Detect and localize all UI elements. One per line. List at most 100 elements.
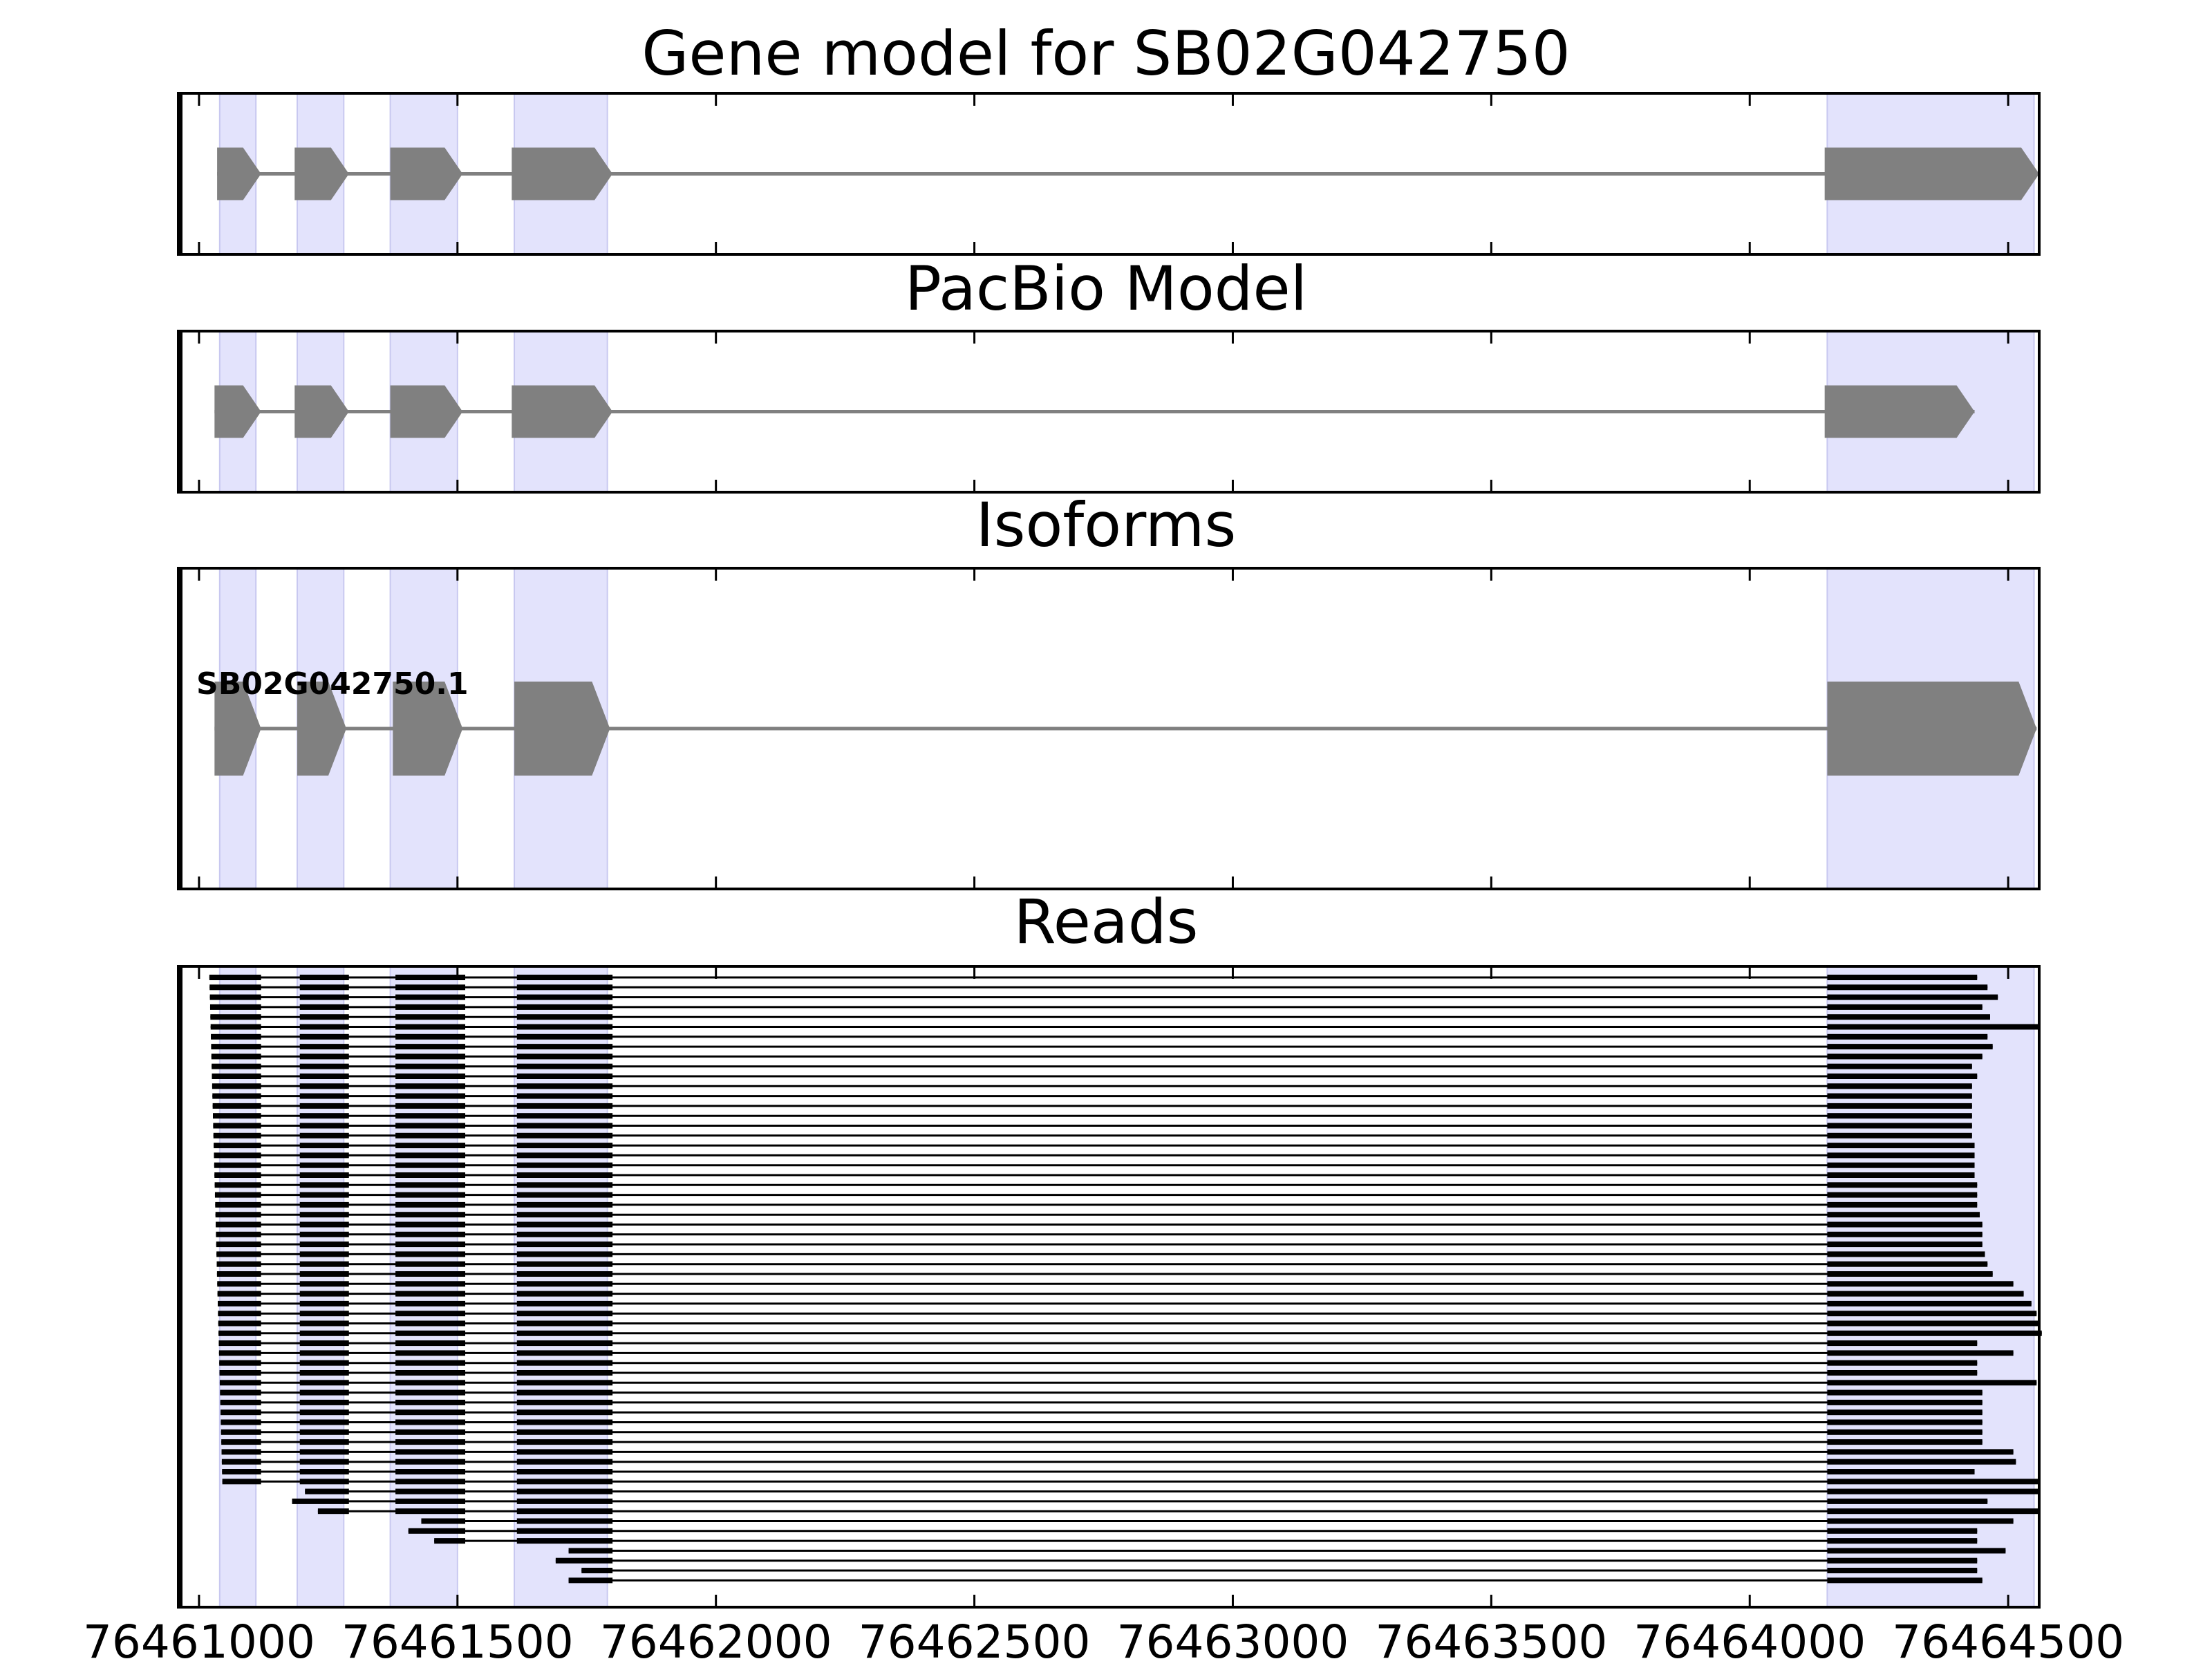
exon-arrow xyxy=(390,385,463,438)
read-exon xyxy=(1827,1557,1978,1564)
read-exon xyxy=(1827,994,1998,1000)
read-exon xyxy=(299,1449,349,1455)
read-exon xyxy=(395,1172,466,1178)
read-exon xyxy=(299,1459,349,1465)
read-row xyxy=(292,1498,1988,1504)
read-exon xyxy=(299,1143,349,1149)
read-row xyxy=(212,1074,1978,1079)
read-exon xyxy=(209,975,261,980)
read-exon xyxy=(1827,1380,2037,1386)
read-exon xyxy=(1827,1162,1975,1168)
read-row xyxy=(216,1271,1993,1277)
exon-arrow xyxy=(1824,385,1975,438)
read-exon xyxy=(395,1429,466,1435)
read-exon xyxy=(216,1251,261,1257)
read-exon xyxy=(516,1311,613,1317)
read-row xyxy=(222,1479,2039,1485)
read-exon xyxy=(1827,1429,1983,1435)
read-exon xyxy=(305,1488,349,1494)
read-row xyxy=(218,1320,2039,1327)
read-exon xyxy=(1827,1143,1975,1149)
read-exon xyxy=(516,1103,613,1109)
exon-arrow xyxy=(514,682,610,776)
read-exon xyxy=(516,1192,613,1198)
read-exon xyxy=(1827,1419,1983,1425)
read-row xyxy=(221,1459,2016,1465)
read-exon xyxy=(516,1488,613,1494)
read-exon xyxy=(299,1311,349,1317)
read-exon xyxy=(215,1212,261,1218)
read-exon xyxy=(1827,1300,2032,1306)
read-exon xyxy=(220,1389,261,1396)
read-exon xyxy=(516,1014,613,1020)
read-exon xyxy=(218,1350,261,1356)
read-exon xyxy=(395,1231,466,1237)
read-exon xyxy=(1827,1083,1972,1089)
read-row xyxy=(216,1261,1988,1267)
read-row xyxy=(219,1380,2037,1386)
read-row xyxy=(212,1063,1972,1069)
read-exon xyxy=(299,1132,349,1138)
read-exon xyxy=(395,1063,466,1069)
read-exon xyxy=(1827,1024,2039,1030)
read-exon xyxy=(395,1340,466,1347)
read-row xyxy=(215,1201,1978,1208)
read-exon xyxy=(1827,1399,1983,1405)
read-exon xyxy=(516,1143,613,1149)
panel-title-gene-model: Gene model for SB02G042750 xyxy=(641,18,1571,89)
read-row xyxy=(217,1281,2014,1287)
read-exon xyxy=(299,975,349,980)
read-exon xyxy=(395,984,466,991)
read-exon xyxy=(221,1429,261,1435)
read-row xyxy=(209,984,1988,991)
read-exon xyxy=(1827,1281,2014,1287)
read-exon xyxy=(395,1311,466,1317)
read-exon xyxy=(299,1162,349,1168)
read-exon xyxy=(299,1063,349,1069)
read-exon xyxy=(516,1281,613,1287)
read-exon xyxy=(1827,1221,1983,1228)
read-exon xyxy=(1827,1340,1978,1347)
read-row xyxy=(214,1192,1978,1198)
read-exon xyxy=(1827,1528,1978,1534)
read-row xyxy=(568,1548,2006,1554)
read-row xyxy=(421,1518,2014,1524)
read-exon xyxy=(1827,1409,1983,1416)
read-exon xyxy=(516,1409,613,1416)
read-exon xyxy=(516,1449,613,1455)
x-tick-label: 76463000 xyxy=(1116,1615,1349,1659)
read-row xyxy=(213,1132,1972,1138)
read-exon xyxy=(209,1004,261,1010)
read-exon xyxy=(516,1300,613,1306)
read-row xyxy=(218,1311,2037,1317)
read-exon xyxy=(516,1074,613,1079)
read-exon xyxy=(214,1162,261,1168)
read-exon xyxy=(299,1182,349,1188)
read-exon xyxy=(395,1182,466,1188)
read-exon xyxy=(299,1172,349,1178)
exon-arrow xyxy=(512,147,613,200)
read-exon xyxy=(395,1103,466,1109)
panel-title-pacbio-model: PacBio Model xyxy=(905,253,1307,324)
read-row xyxy=(408,1528,1978,1534)
read-exon xyxy=(1827,1548,2006,1554)
read-exon xyxy=(214,1192,261,1198)
read-exon xyxy=(217,1281,261,1287)
read-row xyxy=(215,1212,1980,1218)
read-exon xyxy=(299,1201,349,1208)
read-exon xyxy=(395,1143,466,1149)
read-exon xyxy=(214,1152,261,1159)
read-exon xyxy=(516,1132,613,1138)
read-exon xyxy=(212,1103,261,1109)
read-exon xyxy=(516,1538,613,1544)
read-exon xyxy=(211,1044,261,1050)
read-exon xyxy=(299,1291,349,1297)
read-exon xyxy=(1827,1182,1978,1188)
read-exon xyxy=(213,1132,261,1138)
read-exon xyxy=(211,1053,261,1060)
exon-arrow xyxy=(297,682,347,776)
read-exon xyxy=(1827,975,1978,980)
read-row xyxy=(209,975,1978,980)
read-exon xyxy=(1827,1508,2039,1515)
read-exon xyxy=(1827,1360,1978,1366)
